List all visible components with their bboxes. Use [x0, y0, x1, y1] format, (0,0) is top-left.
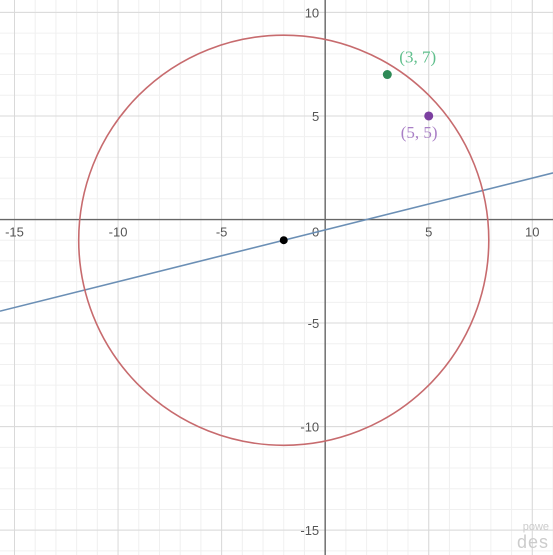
plotted-point[interactable] [383, 70, 392, 79]
point-label: (5, 5) [401, 123, 438, 142]
y-tick-label: -15 [300, 523, 319, 538]
y-tick-label: -5 [308, 316, 320, 331]
y-tick-label: 5 [312, 109, 319, 124]
plotted-point[interactable] [424, 111, 433, 120]
y-tick-label: -10 [300, 420, 319, 435]
y-tick-label: 10 [305, 5, 319, 20]
x-tick-label: -5 [216, 225, 228, 240]
plotted-point[interactable] [280, 236, 288, 244]
point-label: (3, 7) [399, 48, 436, 67]
x-tick-label: 10 [525, 225, 539, 240]
x-tick-label: 5 [425, 225, 432, 240]
x-tick-label: -10 [109, 225, 128, 240]
coordinate-plane[interactable]: -15-10-5510-15-10-55100(3, 7)(5, 5) [0, 0, 553, 555]
x-tick-label: -15 [5, 225, 24, 240]
